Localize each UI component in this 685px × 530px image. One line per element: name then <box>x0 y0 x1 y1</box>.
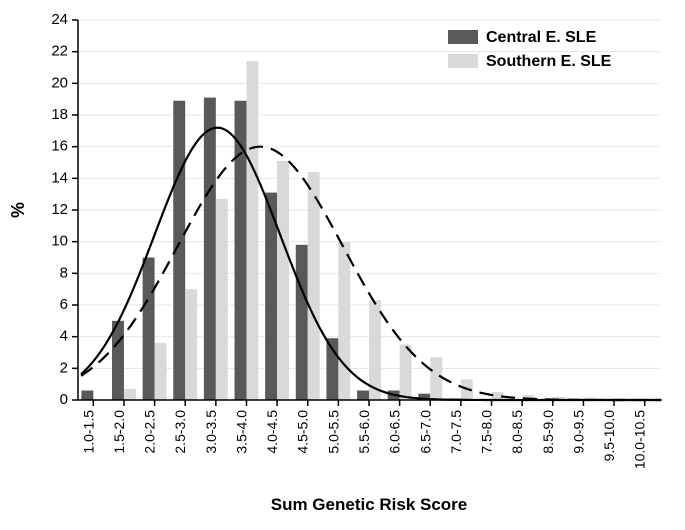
y-tick-label: 14 <box>51 169 68 186</box>
bar-southern <box>338 242 350 400</box>
y-axis-title: % <box>8 202 28 218</box>
x-tick-label: 2.0-2.5 <box>142 410 158 454</box>
bar-central <box>357 391 369 401</box>
legend-swatch <box>448 54 478 68</box>
x-axis-title: Sum Genetic Risk Score <box>271 495 468 514</box>
y-tick-label: 18 <box>51 106 68 123</box>
legend-label: Central E. SLE <box>486 29 597 46</box>
bar-southern <box>185 289 197 400</box>
x-tick-label: 3.5-4.0 <box>233 410 249 454</box>
bar-central <box>204 98 216 400</box>
x-tick-label: 8.0-8.5 <box>509 410 525 454</box>
x-tick-label: 2.5-3.0 <box>172 410 188 454</box>
y-tick-label: 16 <box>51 138 68 155</box>
x-tick-label: 1.0-1.5 <box>80 410 96 454</box>
x-tick-label: 5.0-5.5 <box>325 410 341 454</box>
x-tick-label: 9.5-10.0 <box>601 410 617 462</box>
x-tick-label: 5.5-6.0 <box>356 410 372 454</box>
legend-swatch <box>448 30 478 44</box>
y-tick-label: 8 <box>60 264 68 281</box>
y-tick-label: 24 <box>51 11 68 28</box>
bar-central <box>143 258 155 401</box>
bar-southern <box>124 389 136 400</box>
y-tick-label: 12 <box>51 201 68 218</box>
y-tick-label: 0 <box>60 391 68 408</box>
y-tick-label: 10 <box>51 233 68 250</box>
legend-label: Southern E. SLE <box>486 53 612 70</box>
x-tick-label: 8.5-9.0 <box>540 410 556 454</box>
x-tick-label: 4.0-4.5 <box>264 410 280 454</box>
bar-southern <box>216 199 228 400</box>
x-tick-label: 6.0-6.5 <box>387 410 403 454</box>
bar-central <box>112 321 124 400</box>
bar-central <box>296 245 308 400</box>
bar-southern <box>400 345 412 400</box>
bar-southern <box>246 61 258 400</box>
histogram-chart: 0246810121416182022241.0-1.51.5-2.02.0-2… <box>0 0 685 530</box>
x-tick-label: 6.5-7.0 <box>417 410 433 454</box>
x-tick-label: 9.0-9.5 <box>570 410 586 454</box>
bar-southern <box>277 161 289 400</box>
x-tick-label: 7.5-8.0 <box>479 410 495 454</box>
bar-central <box>81 391 93 401</box>
chart-container: 0246810121416182022241.0-1.51.5-2.02.0-2… <box>0 0 685 530</box>
y-tick-label: 2 <box>60 359 68 376</box>
x-tick-label: 7.0-7.5 <box>448 410 464 454</box>
bar-southern <box>430 357 442 400</box>
bar-southern <box>308 172 320 400</box>
y-tick-label: 22 <box>51 43 68 60</box>
x-tick-label: 4.5-5.0 <box>295 410 311 454</box>
x-tick-label: 3.0-3.5 <box>203 410 219 454</box>
bar-southern <box>155 343 167 400</box>
y-tick-label: 20 <box>51 74 68 91</box>
y-tick-label: 4 <box>60 328 68 345</box>
x-tick-label: 10.0-10.5 <box>632 410 648 469</box>
y-tick-label: 6 <box>60 296 68 313</box>
x-tick-label: 1.5-2.0 <box>111 410 127 454</box>
